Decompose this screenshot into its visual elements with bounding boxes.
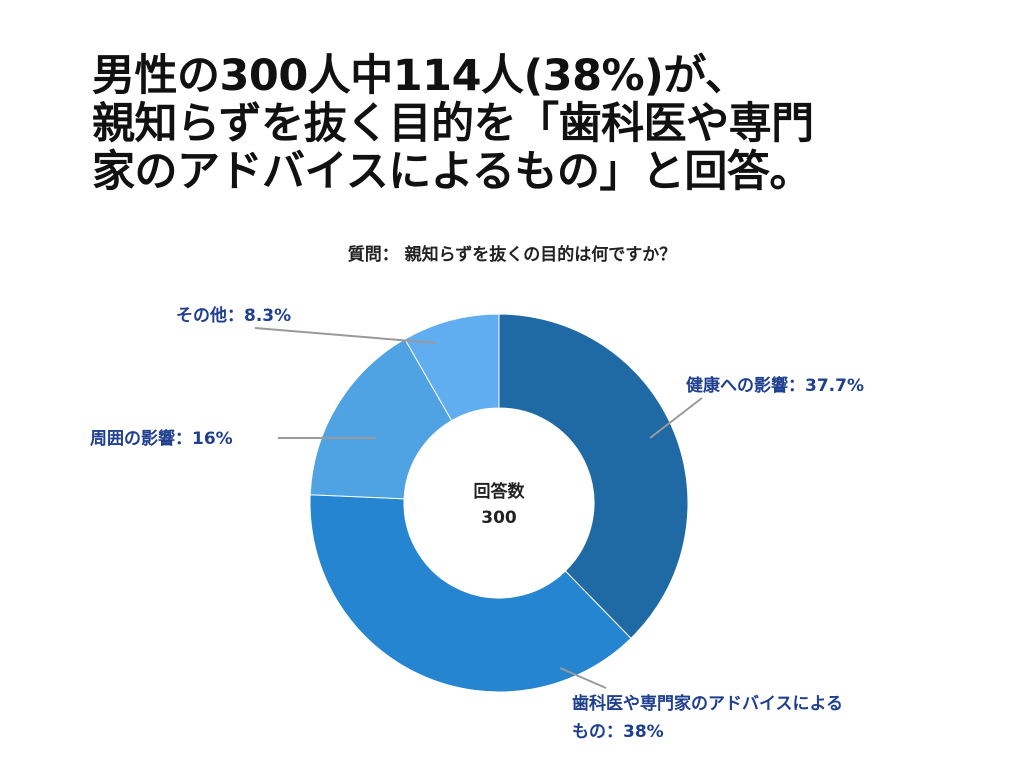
slice-label: もの：38% bbox=[572, 722, 664, 742]
donut-slice bbox=[404, 313, 500, 422]
donut-slice bbox=[309, 338, 453, 500]
slice-label: 健康への影響：37.7% bbox=[686, 375, 864, 396]
leader-line bbox=[559, 667, 607, 689]
headline-line-2: 親知らずを抜く目的を「歯科医や専門 bbox=[92, 99, 814, 149]
donut-slice bbox=[309, 494, 632, 693]
donut-slices bbox=[309, 313, 689, 693]
headline-line-1: 男性の300人中114人(38%)が、 bbox=[92, 51, 748, 101]
donut-slice bbox=[498, 313, 689, 640]
leader-lines bbox=[254, 327, 703, 689]
slice-label: 周囲の影響：16% bbox=[90, 428, 233, 449]
center-value: 300 bbox=[481, 508, 517, 528]
headline-line-3: 家のアドバイスによるもの」と回答。 bbox=[92, 147, 812, 197]
headline: 男性の300人中114人(38%)が、 親知らずを抜く目的を「歯科医や専門 家の… bbox=[92, 52, 972, 196]
slice-label: その他：8.3% bbox=[176, 305, 291, 326]
center-label: 回答数 bbox=[474, 481, 526, 502]
slice-label: 歯科医や専門家のアドバイスによる bbox=[572, 693, 843, 714]
leader-line bbox=[254, 327, 437, 344]
chart-title: 質問： 親知らずを抜くの目的は何ですか？ bbox=[347, 245, 677, 265]
leader-line bbox=[649, 397, 703, 439]
